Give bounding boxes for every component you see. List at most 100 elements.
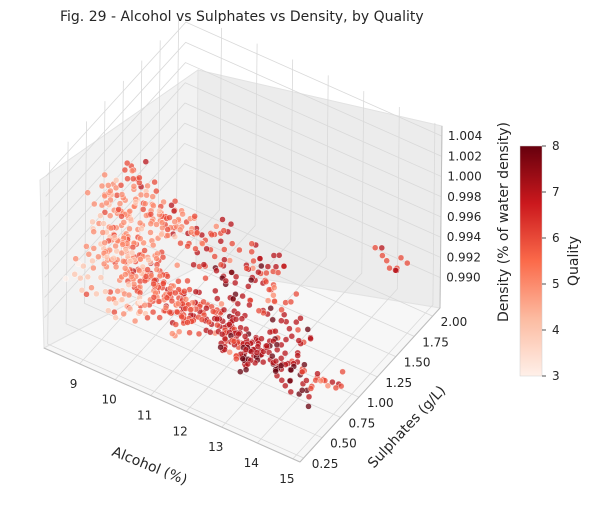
data-point [137, 235, 144, 242]
x-tick-label: 10 [101, 393, 116, 407]
data-point [149, 193, 156, 200]
data-point [124, 175, 131, 182]
x-axis-line [43, 347, 301, 463]
data-point [128, 167, 136, 175]
colorbar-label: Quality [566, 236, 582, 286]
data-point [182, 296, 190, 303]
data-point [234, 310, 241, 317]
data-point [172, 289, 179, 297]
data-point [288, 333, 295, 340]
data-point [262, 278, 270, 285]
colorbar-tick-label: 4 [552, 323, 560, 337]
data-point [85, 251, 93, 258]
data-point [131, 317, 139, 325]
data-point [176, 226, 184, 233]
data-point [168, 297, 176, 305]
data-point [123, 159, 131, 167]
data-point [158, 219, 166, 226]
data-point [214, 295, 221, 302]
data-point [181, 288, 188, 295]
data-point [228, 269, 235, 276]
data-point [144, 314, 151, 321]
data-point [220, 227, 228, 234]
data-point [84, 273, 92, 281]
data-point [172, 321, 180, 328]
data-point [221, 335, 229, 343]
data-point [84, 189, 91, 196]
data-point [214, 321, 221, 329]
data-point [203, 245, 210, 253]
data-point [269, 316, 276, 323]
data-point [392, 267, 399, 274]
data-point [199, 240, 206, 247]
data-point [267, 305, 274, 312]
data-point [128, 273, 135, 281]
data-point [170, 207, 178, 215]
data-point [105, 182, 112, 189]
z-axis-line [439, 125, 443, 309]
data-point [83, 243, 90, 250]
data-point [177, 239, 184, 247]
data-point [156, 272, 164, 280]
data-point [105, 295, 113, 303]
data-point [219, 216, 226, 223]
data-point [255, 269, 262, 276]
data-point [184, 242, 191, 250]
data-point [121, 166, 129, 174]
data-point [281, 350, 289, 357]
data-point [270, 292, 277, 299]
data-point [97, 274, 105, 281]
data-point [111, 234, 119, 241]
data-point [150, 280, 157, 288]
data-point [226, 349, 233, 356]
data-point [193, 229, 201, 236]
data-point [222, 277, 230, 285]
y-tick-labels: 0.25 0.50 0.75 1.00 1.25 1.50 1.75 2.00 [312, 315, 468, 471]
data-point [173, 308, 181, 316]
data-point [162, 304, 170, 311]
data-point [256, 255, 264, 262]
colorbar-tick-label: 7 [552, 185, 560, 199]
data-point [260, 358, 267, 366]
data-point [95, 253, 102, 260]
data-point [93, 290, 100, 298]
data-point [220, 306, 228, 314]
data-point [278, 377, 285, 384]
data-point [130, 280, 138, 288]
data-point [192, 288, 200, 295]
y-tick-label: 0.75 [349, 416, 376, 430]
data-point [248, 240, 256, 247]
data-point [88, 284, 95, 291]
data-point [304, 326, 311, 333]
data-point [72, 255, 79, 262]
data-point [232, 316, 240, 323]
data-point [198, 316, 206, 323]
data-point [246, 301, 253, 309]
data-point [156, 207, 163, 215]
data-point [141, 247, 148, 254]
data-point [190, 261, 197, 268]
y-tick-label: 0.25 [312, 457, 339, 471]
y-tick-label: 1.00 [367, 396, 394, 410]
data-point [208, 231, 216, 239]
z-tick-label: 1.002 [448, 149, 482, 163]
data-point [278, 306, 285, 313]
data-point [80, 262, 87, 270]
data-point [226, 257, 234, 264]
data-point [239, 292, 246, 300]
data-point [125, 291, 133, 299]
data-point [218, 331, 226, 338]
data-point [218, 300, 225, 308]
data-point [186, 329, 193, 336]
data-point [339, 368, 346, 375]
data-point [139, 206, 147, 213]
data-point [150, 294, 158, 301]
data-point [217, 261, 225, 268]
data-point [263, 269, 270, 277]
data-point [174, 300, 182, 307]
data-point [166, 285, 174, 292]
gridline-x [114, 43, 258, 380]
data-point [114, 288, 121, 295]
data-point [179, 210, 186, 218]
data-point [117, 182, 125, 189]
